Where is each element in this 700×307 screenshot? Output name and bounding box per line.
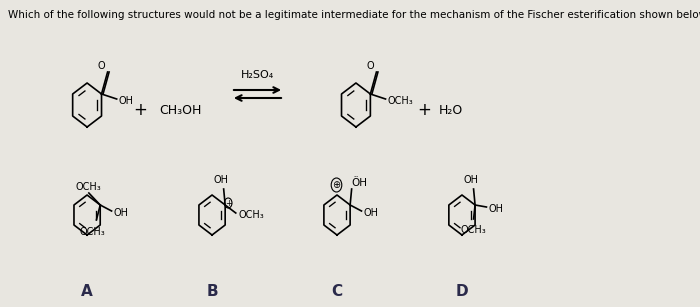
Text: OCH₃: OCH₃: [239, 210, 265, 220]
Text: CH₃OH: CH₃OH: [159, 103, 202, 116]
Text: OCH₃: OCH₃: [76, 182, 101, 192]
Text: H₂O: H₂O: [439, 103, 463, 116]
Text: +: +: [133, 101, 147, 119]
Text: D: D: [456, 285, 468, 300]
Text: OCH₃: OCH₃: [80, 227, 106, 237]
Text: OH: OH: [214, 175, 229, 185]
Text: OCH₃: OCH₃: [461, 225, 486, 235]
Text: +: +: [417, 101, 431, 119]
Text: O: O: [98, 61, 105, 71]
Text: C: C: [331, 285, 342, 300]
Text: B: B: [206, 285, 218, 300]
Text: OH: OH: [489, 204, 504, 214]
Text: H₂SO₄: H₂SO₄: [241, 70, 274, 80]
Text: OH: OH: [118, 96, 133, 106]
Text: Which of the following structures would not be a legitimate intermediate for the: Which of the following structures would …: [8, 10, 700, 20]
Text: ⊕: ⊕: [332, 180, 341, 190]
Text: OH: OH: [364, 208, 379, 218]
Text: +: +: [225, 199, 232, 208]
Text: OH: OH: [114, 208, 129, 218]
Text: ÖH: ÖH: [351, 178, 368, 188]
Text: OCH₃: OCH₃: [387, 96, 413, 106]
Text: OH: OH: [464, 175, 479, 185]
Text: O: O: [367, 61, 374, 71]
Text: A: A: [81, 285, 93, 300]
